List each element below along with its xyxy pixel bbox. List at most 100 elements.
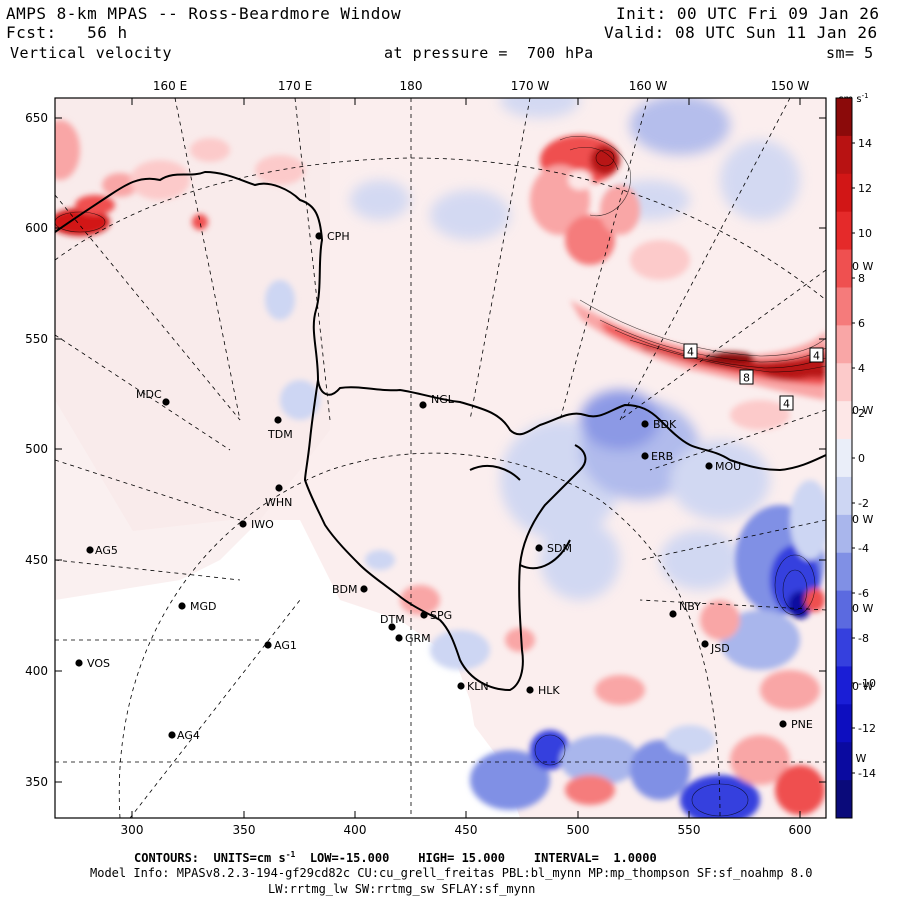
station-dot [420, 611, 428, 619]
colorbar-swatch [836, 628, 852, 667]
station-spg: SPG [420, 609, 452, 622]
colorbar-label: 4 [858, 362, 865, 375]
station-label: GRM [405, 632, 431, 645]
colorbar-label: 12 [858, 182, 872, 195]
colorbar-label: 8 [858, 272, 865, 285]
top-longitude-label: 180 [400, 79, 423, 93]
colorbar-label: 6 [858, 317, 865, 330]
station-label: SPG [430, 609, 452, 622]
station-vos: VOS [75, 657, 110, 670]
colorbar-swatch [836, 590, 852, 630]
contour-labels: 4 8 4 4 [683, 343, 824, 411]
station-dot [641, 420, 649, 428]
station-label: BDK [653, 418, 677, 431]
valid-value: 08 UTC Sun 11 Jan 26 [674, 23, 878, 42]
station-sdm: SDM [535, 542, 572, 555]
top-longitude-label: 160 W [629, 79, 668, 93]
station-label: HLK [538, 684, 560, 697]
colorbar-swatch [836, 401, 852, 440]
station-label: JSD [710, 642, 730, 655]
station-label: MDC [136, 388, 162, 401]
station-label: AG4 [177, 729, 200, 742]
colorbar-label: 14 [858, 137, 872, 150]
y-tick-label: 500 [25, 442, 48, 456]
y-tick-label: 650 [25, 111, 48, 125]
pressure-label: at pressure = [384, 44, 508, 62]
station-dot [178, 602, 186, 610]
station-dot [275, 484, 283, 492]
station-mdc: MDC [136, 388, 170, 406]
station-ag5: AG5 [86, 544, 118, 557]
colorbar-swatch [836, 514, 852, 554]
station-dot [535, 544, 543, 552]
valid-time: Valid: 08 UTC Sun 11 Jan 26 [604, 24, 878, 42]
x-tick-label: 500 [567, 823, 590, 837]
top-longitude-label: 160 E [153, 79, 187, 93]
colorbar-swatch [836, 476, 852, 516]
station-dot [86, 546, 94, 554]
colorbar-swatch [836, 98, 852, 137]
station-label: DTM [380, 613, 405, 626]
station-dot [264, 641, 272, 649]
station-dot [168, 731, 176, 739]
colorbar-swatch [836, 439, 852, 478]
x-tick-label: 600 [789, 823, 812, 837]
pressure-level: at pressure = 700 hPa [384, 44, 594, 62]
top-longitude-label: 170 E [278, 79, 312, 93]
y-tick-label: 600 [25, 221, 48, 235]
station-dot [419, 401, 427, 409]
axis-ticks [55, 98, 826, 818]
y-tick-label: 350 [25, 775, 48, 789]
colorbar-swatch [836, 249, 852, 288]
station-dot [388, 623, 396, 631]
x-tick-label: 350 [233, 823, 256, 837]
y-tick-label: 450 [25, 553, 48, 567]
station-label: NBY [679, 600, 701, 613]
contours-info: CONTOURS: UNITS=cm s-1 LOW=-15.000 HIGH=… [134, 850, 657, 865]
colorbar-label: -6 [858, 587, 869, 600]
contours-label: CONTOURS: [134, 851, 200, 865]
x-tick-label: 300 [121, 823, 144, 837]
colorbar-label: -4 [858, 542, 869, 555]
map-frame [54, 97, 827, 819]
station-label: MGD [190, 600, 217, 613]
forecast-hour: Fcst: 56 h [6, 24, 128, 42]
top-longitude-label: 170 W [511, 79, 550, 93]
init-value: 00 UTC Fri 09 Jan 26 [676, 4, 880, 23]
x-tick-label: 450 [455, 823, 478, 837]
svg-text:8: 8 [743, 372, 750, 385]
station-tdm: TDM [267, 416, 293, 441]
station-label: ERB [651, 450, 673, 463]
station-ag4: AG4 [168, 729, 200, 742]
station-label: MOU [715, 460, 741, 473]
station-markers: CPH NGL MDC TDM WHN IWO AG5 MGD AG1 VOS AG4 BDM DTM S… [75, 230, 813, 742]
station-whn: WHN [265, 484, 292, 509]
colorbar-swatch [836, 211, 852, 251]
svg-text:4: 4 [687, 346, 694, 359]
station-ngl: NGL [419, 393, 455, 409]
model-title: AMPS 8-km MPAS -- Ross-Beardmore Window [6, 4, 402, 23]
colorbar-swatch [836, 780, 852, 819]
colorbar-label: -14 [858, 767, 876, 780]
station-grm: GRM [395, 632, 431, 645]
station-dot [315, 232, 323, 240]
station-dot [705, 462, 713, 470]
colorbar-swatch [836, 704, 852, 743]
x-tick-label: 400 [344, 823, 367, 837]
interval-label: INTERVAL= [533, 851, 599, 865]
high-value: 15.000 [461, 851, 505, 865]
colorbar-label: -8 [858, 632, 869, 645]
colorbar-swatch [836, 287, 852, 326]
fcst-value: 56 h [87, 23, 128, 42]
colorbar-label: 0 [858, 452, 865, 465]
colorbar-swatch [836, 135, 852, 175]
station-bdm: BDM [332, 583, 368, 596]
init-label: Init: [616, 4, 667, 23]
station-dot [457, 682, 465, 690]
station-label: PNE [791, 718, 813, 731]
station-label: BDM [332, 583, 358, 596]
svg-text:4: 4 [813, 350, 820, 363]
y-tick-label: 400 [25, 664, 48, 678]
station-bdk: BDK [641, 418, 677, 431]
